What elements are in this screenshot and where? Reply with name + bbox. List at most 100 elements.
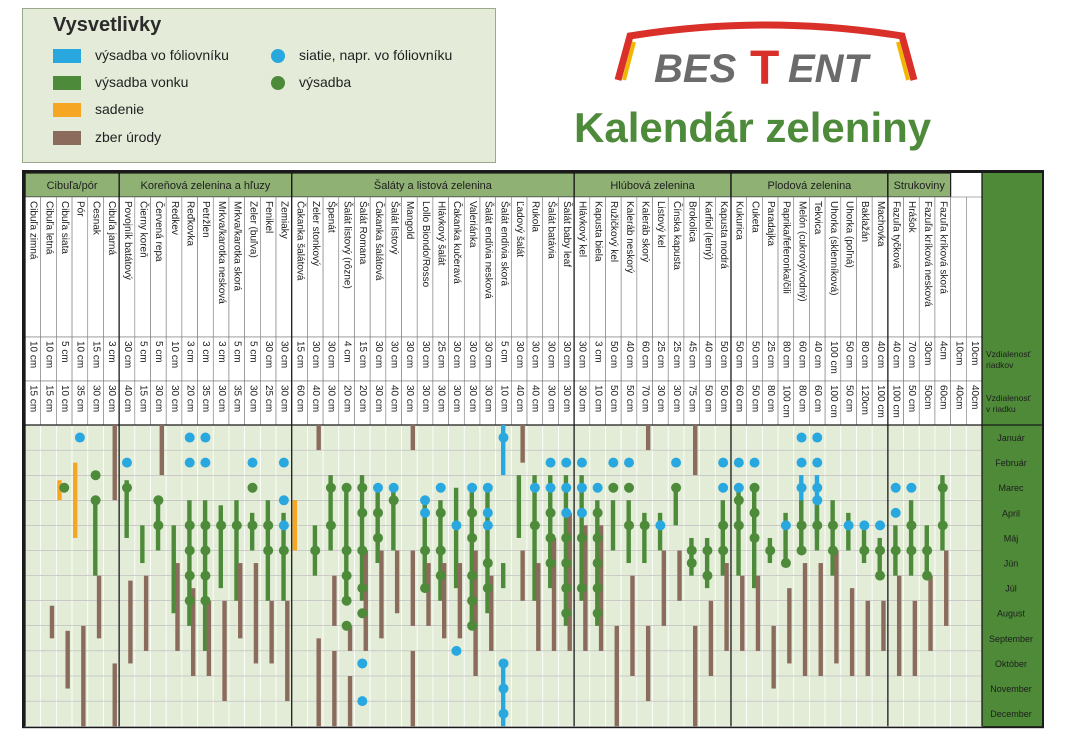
- vegetable-name: Reďkovka: [185, 201, 196, 246]
- inrow-spacing-value: 30 cm: [90, 385, 101, 412]
- vegetable-name: Čakanka kučeravá: [451, 201, 464, 284]
- harvest-bar: [693, 425, 698, 476]
- month-cell: [401, 474, 418, 501]
- month-cell: [291, 675, 308, 702]
- planting-dot: [482, 583, 493, 594]
- inrow-spacing-value: 50 cm: [843, 385, 854, 412]
- month-cell: [667, 625, 685, 652]
- month-cell: [495, 625, 512, 652]
- month-cell: [150, 600, 167, 627]
- month-cell: [24, 550, 42, 577]
- row-spacing-value: 30 cm: [404, 341, 415, 368]
- inrow-spacing-value: 60cm: [938, 385, 949, 409]
- month-cell: [401, 499, 418, 526]
- month-cell: [777, 700, 795, 727]
- month-cell: [950, 474, 967, 501]
- sowing-dot: [498, 432, 509, 443]
- month-cell: [55, 424, 73, 451]
- month-cell: [605, 550, 622, 577]
- logo-text-left: BES: [654, 47, 737, 91]
- outdoor-planting-bar: [391, 487, 396, 551]
- row-spacing-value: 30 cm: [545, 341, 556, 368]
- planting-dot: [200, 570, 211, 581]
- month-cell: [197, 700, 214, 727]
- month-cell: [385, 700, 402, 727]
- month-cell: [573, 675, 591, 702]
- planting-dot: [780, 558, 791, 569]
- month-cell: [840, 550, 857, 577]
- inrow-spacing-value: 100 cm: [781, 385, 792, 418]
- vegetable-name: Čínska kapusta: [671, 201, 684, 270]
- row-spacing-value: 10 cm: [43, 341, 54, 368]
- month-cell: [150, 650, 167, 677]
- outdoor-planting-bar: [877, 537, 882, 576]
- inrow-spacing-value: 30 cm: [545, 385, 556, 412]
- month-cell: [746, 675, 763, 702]
- month-cell: [793, 675, 810, 702]
- outdoor-planting-bar: [642, 512, 647, 564]
- month-cell: [589, 700, 606, 727]
- month-cell: [824, 474, 842, 501]
- month-cell: [275, 700, 293, 727]
- month-cell: [291, 575, 308, 602]
- month-cell: [291, 625, 308, 652]
- inrow-spacing-label: Vzdialenosť: [986, 393, 1032, 403]
- month-cell: [840, 449, 857, 476]
- sowing-dot: [733, 482, 744, 493]
- month-cell: [714, 700, 732, 727]
- month-cell: [306, 600, 324, 627]
- month-cell: [244, 700, 261, 727]
- month-cell: [652, 650, 669, 677]
- inrow-spacing-value: 10 cm: [498, 385, 509, 412]
- month-cell: [212, 424, 230, 451]
- month-cell: [87, 675, 104, 702]
- sowing-dot: [718, 482, 729, 493]
- vegetable-name: Čakanka šalátová: [373, 201, 386, 281]
- group-header-0: [24, 172, 120, 198]
- row-spacing-value: 30 cm: [310, 341, 321, 368]
- planting-dot: [624, 482, 635, 493]
- sowing-dot: [576, 507, 587, 518]
- month-cell: [134, 449, 151, 476]
- month-cell: [761, 474, 779, 501]
- harvest-bar: [238, 563, 243, 639]
- row-spacing-value: 5 cm: [232, 341, 243, 363]
- harvest-bar: [206, 600, 212, 676]
- planting-dot: [153, 495, 164, 506]
- outdoor-planting-bar: [485, 487, 490, 614]
- month-cell: [24, 524, 42, 551]
- sowing-dot: [247, 457, 258, 468]
- month-cell: [150, 675, 167, 702]
- inrow-spacing-value: 15 cm: [137, 385, 148, 412]
- month-cell: [840, 675, 857, 702]
- month-cell: [291, 474, 308, 501]
- month-cell: [526, 675, 544, 702]
- month-cell: [950, 625, 967, 652]
- month-cell: [777, 424, 795, 451]
- outdoor-planting-bar: [657, 512, 663, 551]
- inrow-spacing-value: 40 cm: [122, 385, 133, 412]
- month-cell: [463, 675, 481, 702]
- vegetable-name: Mrkva/karotka skorá: [232, 201, 243, 291]
- month-cell: [887, 675, 904, 702]
- inrow-spacing-value: 60 cm: [294, 385, 305, 412]
- month-cell: [369, 424, 387, 451]
- planting-dot: [545, 532, 556, 543]
- vegetable-name: Zeler (buľva): [247, 201, 258, 258]
- outdoor-planting-bar: [281, 512, 286, 601]
- month-cell: [228, 449, 246, 476]
- month-cell: [730, 675, 748, 702]
- month-cell: [871, 650, 889, 677]
- harvest-bar: [175, 563, 180, 651]
- month-cell: [699, 449, 716, 476]
- harvest-bar: [426, 563, 431, 626]
- month-cell: [683, 499, 701, 526]
- row-spacing-value: 3 cm: [106, 341, 117, 363]
- month-cell: [103, 524, 120, 551]
- inrow-spacing-value: 30 cm: [420, 385, 431, 412]
- harvest-bar: [410, 550, 416, 626]
- month-cell: [150, 575, 167, 602]
- page-title: Kalendár zeleniny: [574, 104, 932, 151]
- outdoor-planting-bar: [171, 525, 176, 614]
- sowing-dot: [655, 520, 666, 531]
